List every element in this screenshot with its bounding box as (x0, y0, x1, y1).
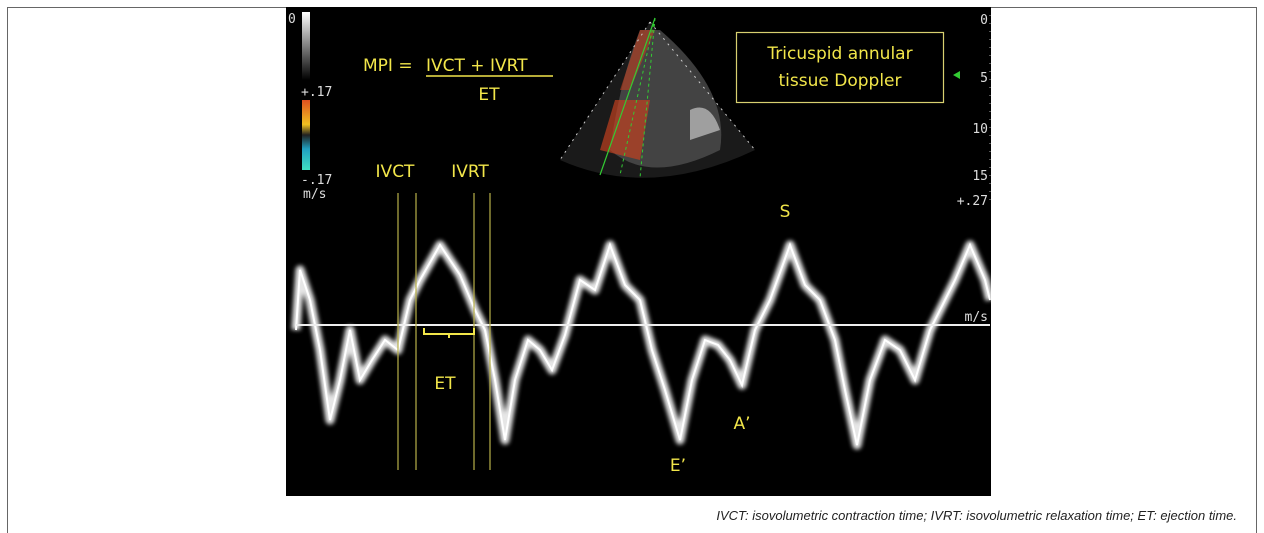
scale-label: m/s (303, 187, 326, 202)
grayscale-bar (302, 12, 310, 80)
e-prime-label: E’ (670, 456, 686, 476)
formula-denominator: ET (478, 85, 500, 105)
depth-label: 0 (980, 13, 988, 28)
a-prime-label: A’ (733, 414, 750, 434)
s-label: S (780, 202, 791, 222)
color-bar (302, 100, 310, 170)
scale-label: -.17 (301, 173, 332, 188)
depth-label: 5 (980, 71, 988, 86)
ivct-label: IVCT (376, 162, 416, 182)
velocity-label: +.27 (957, 194, 988, 209)
et-label: ET (434, 374, 456, 394)
formula-lhs: MPI = (363, 56, 413, 76)
scale-label: 0 (288, 12, 296, 27)
unit-label: m/s (965, 310, 988, 325)
box-line: Tricuspid annular (766, 44, 912, 64)
formula-numerator: IVCT + IVRT (426, 56, 528, 76)
caption: IVCT: isovolumetric contraction time; IV… (716, 508, 1237, 523)
scale-label: +.17 (301, 85, 332, 100)
box-line: tissue Doppler (779, 71, 902, 91)
figure-page: MPI = IVCT + IVRT ET Tricuspid annular t… (0, 0, 1264, 533)
depth-label: 10 (972, 122, 988, 137)
depth-label: 15 (972, 169, 988, 184)
ivrt-label: IVRT (451, 162, 489, 182)
